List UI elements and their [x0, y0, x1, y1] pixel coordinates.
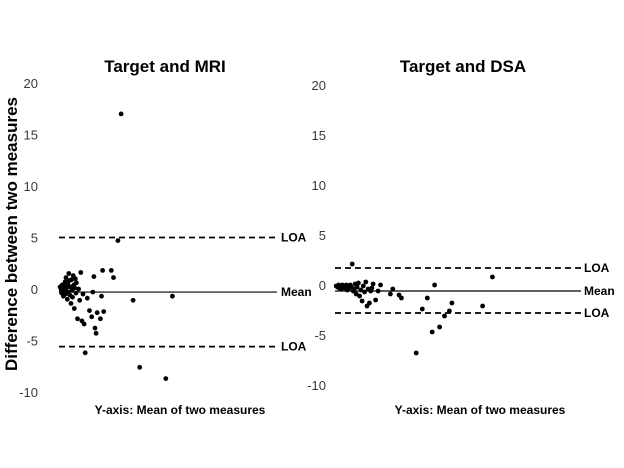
data-point	[64, 296, 70, 302]
data-point	[358, 287, 364, 293]
data-point	[91, 274, 97, 279]
data-point	[354, 284, 360, 290]
data-point	[360, 283, 366, 289]
data-point	[74, 280, 79, 286]
reference-line-label: LOA	[584, 306, 610, 320]
data-point	[429, 329, 435, 335]
data-point	[359, 298, 365, 304]
data-point	[163, 376, 169, 381]
data-point	[349, 261, 355, 267]
data-point	[64, 285, 69, 291]
y-tick-label: 20	[312, 78, 326, 93]
y-tick-label: 10	[24, 179, 38, 194]
y-axis-label: Difference between two measures	[2, 97, 21, 371]
data-point	[375, 288, 381, 294]
data-point	[363, 279, 369, 285]
data-point	[432, 282, 437, 288]
y-tick-label: 5	[319, 228, 326, 243]
reference-line-label: Mean	[584, 284, 615, 298]
data-point	[115, 238, 121, 244]
data-point	[89, 314, 95, 320]
data-point	[99, 293, 104, 299]
data-point	[72, 285, 78, 291]
y-tick-label: 15	[312, 128, 326, 143]
data-point	[80, 291, 86, 297]
y-tick-label: 5	[31, 231, 38, 246]
data-point	[66, 271, 72, 276]
data-point	[390, 286, 396, 292]
data-point	[413, 350, 419, 356]
data-point	[170, 293, 175, 299]
data-point	[82, 350, 88, 356]
data-point	[70, 294, 75, 300]
data-point	[378, 282, 383, 288]
data-point	[87, 308, 92, 313]
data-point	[72, 276, 78, 282]
data-point	[357, 293, 362, 299]
y-tick-label: 10	[312, 178, 326, 193]
reference-line-label: LOA	[281, 230, 307, 244]
data-point	[78, 270, 84, 275]
data-point	[63, 275, 69, 280]
data-point	[77, 297, 83, 303]
data-point	[68, 301, 74, 306]
data-point	[447, 308, 452, 314]
data-point	[76, 286, 81, 292]
data-point	[490, 274, 495, 280]
data-point	[130, 297, 136, 303]
data-point	[388, 291, 393, 297]
data-point	[449, 300, 455, 306]
y-tick-label: -10	[307, 378, 326, 393]
y-tick-label: -10	[19, 385, 38, 400]
data-point	[81, 321, 87, 327]
data-point	[356, 280, 361, 286]
data-point	[419, 306, 425, 312]
data-point	[71, 306, 77, 311]
y-tick-label: 0	[319, 278, 326, 293]
data-point	[93, 330, 99, 336]
data-point	[75, 316, 80, 322]
data-point	[108, 268, 114, 273]
chart-title: Target and DSA	[400, 57, 526, 76]
data-point	[94, 310, 100, 316]
y-tick-label: 15	[24, 128, 38, 143]
data-point	[442, 313, 447, 319]
x-axis-label: Y-axis: Mean of two measures	[395, 403, 566, 417]
data-point	[399, 295, 404, 301]
reference-line-label: Mean	[281, 285, 312, 299]
data-point	[90, 289, 96, 295]
data-point	[69, 277, 74, 283]
data-point	[437, 324, 442, 330]
x-axis-label: Y-axis: Mean of two measures	[95, 403, 266, 417]
data-point	[370, 281, 376, 287]
chart-panel-1: Target and MRI -10 -5 0 5 10 15 20 LOA Mean LOA Y-a…	[19, 57, 311, 417]
y-tick-label: 0	[31, 282, 38, 297]
data-point	[367, 300, 372, 306]
data-point	[98, 316, 103, 322]
data-point	[111, 275, 116, 280]
data-point	[362, 289, 367, 295]
chart-title: Target and MRI	[104, 57, 226, 76]
data-point	[92, 325, 98, 331]
data-point	[369, 285, 375, 291]
y-tick-label: 20	[24, 76, 38, 91]
data-point	[480, 303, 485, 309]
reference-line-label: LOA	[281, 340, 307, 354]
reference-line-label: LOA	[584, 261, 610, 275]
data-point	[373, 297, 378, 303]
y-tick-label: -5	[26, 334, 38, 349]
data-point	[424, 295, 430, 301]
chart-panels: Target and MRI -10 -5 0 5 10 15 20 LOA Mean LOA Y-a…	[19, 57, 614, 417]
data-point	[101, 309, 107, 314]
data-point	[137, 364, 143, 370]
data-point	[118, 111, 124, 117]
y-tick-label: -5	[314, 328, 326, 343]
chart-panel-2: Target and DSA -10 -5 0 5 10 15 20 LOA Mean LOA Y-a…	[307, 57, 614, 417]
data-point	[100, 268, 105, 273]
data-point	[84, 295, 90, 301]
data-point	[73, 290, 79, 296]
